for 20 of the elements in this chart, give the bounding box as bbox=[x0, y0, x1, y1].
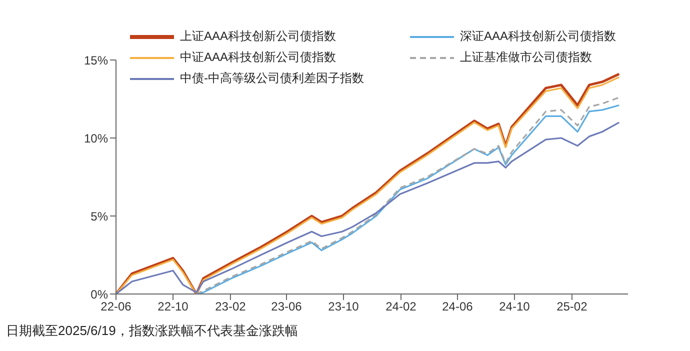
x-tick-label: 22-10 bbox=[158, 300, 189, 314]
legend-label: 上证基准做市公司债指数 bbox=[460, 49, 592, 66]
x-tick-label: 24-10 bbox=[499, 300, 530, 314]
x-tick-label: 24-06 bbox=[442, 300, 474, 314]
y-tick-label: 10% bbox=[84, 131, 108, 146]
x-tick-label: 25-02 bbox=[556, 300, 588, 314]
x-tick-label: 24-02 bbox=[386, 300, 417, 314]
x-tick-label: 23-02 bbox=[215, 300, 246, 314]
x-tick-label: 22-06 bbox=[100, 300, 132, 314]
y-tick-label: 0% bbox=[90, 287, 108, 302]
x-tick-label: 23-06 bbox=[271, 300, 302, 314]
line-series bbox=[116, 122, 620, 294]
legend-label: 深证AAA科技创新公司债指数 bbox=[460, 28, 616, 45]
y-tick-label: 15% bbox=[84, 53, 108, 68]
legend-label: 上证AAA科技创新公司债指数 bbox=[180, 28, 336, 45]
text: 日期截至2025/6/19，指数涨跌幅不代表基金涨跌幅 bbox=[6, 322, 298, 340]
y-tick-label: 5% bbox=[90, 209, 108, 224]
legend-label: 中债-中高等级公司债利差因子指数 bbox=[180, 70, 364, 87]
legend-label: 中证AAA科技创新公司债指数 bbox=[180, 49, 336, 66]
x-tick-label: 23-10 bbox=[328, 300, 360, 314]
